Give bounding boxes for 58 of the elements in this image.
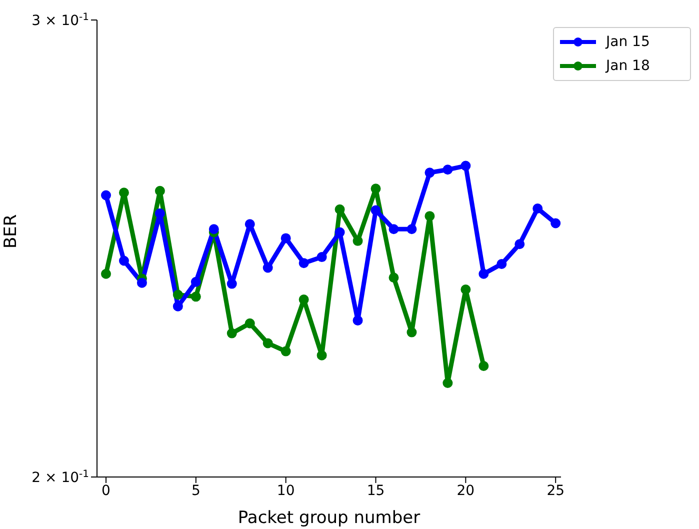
point [154, 208, 165, 218]
point [424, 211, 435, 222]
point [370, 184, 381, 194]
x-axis-title: Packet group number [238, 508, 420, 528]
point [370, 205, 381, 216]
point [208, 224, 219, 234]
y-tick-label: 3 × 10$^{-1}$ [32, 12, 89, 29]
point [406, 327, 417, 338]
point [334, 204, 345, 214]
legend-label: Jan 15 [606, 34, 650, 50]
point [172, 290, 183, 300]
point [262, 262, 273, 273]
point [226, 328, 237, 338]
point [478, 360, 489, 371]
point [442, 164, 453, 175]
point [280, 346, 291, 356]
point [550, 218, 561, 228]
point [316, 350, 327, 360]
x-tick-label: 10 [276, 482, 295, 499]
point [298, 294, 309, 305]
x-tick-label: 0 [102, 482, 110, 499]
point [298, 258, 309, 268]
point [100, 268, 111, 279]
point [262, 338, 273, 348]
point [388, 224, 399, 234]
point [460, 284, 471, 294]
point [388, 272, 399, 283]
point [496, 259, 507, 270]
point [190, 276, 201, 287]
point [532, 203, 543, 214]
point [100, 190, 111, 200]
x-tick-label: 20 [456, 482, 475, 499]
point [154, 186, 165, 196]
y-axis-title: BER [1, 214, 22, 248]
point [172, 301, 183, 312]
point [226, 278, 237, 289]
x-tick-label: 5 [191, 482, 200, 499]
point [118, 256, 129, 266]
point [352, 236, 363, 246]
point [190, 292, 201, 302]
point [424, 168, 435, 178]
x-tick-label: 15 [366, 482, 385, 499]
point [460, 160, 471, 171]
point [406, 224, 417, 234]
point [118, 188, 129, 198]
point [478, 268, 489, 279]
point [316, 252, 327, 262]
legend-label: Jan 18 [606, 58, 650, 74]
point [514, 239, 525, 250]
point [442, 378, 453, 388]
point [352, 315, 363, 326]
y-tick-label: 2 × 10$^{-1}$ [32, 468, 89, 486]
point [280, 233, 291, 244]
point [244, 219, 255, 230]
point [244, 318, 255, 328]
x-tick-label: 25 [546, 482, 565, 499]
point [136, 278, 147, 288]
point [334, 227, 345, 238]
